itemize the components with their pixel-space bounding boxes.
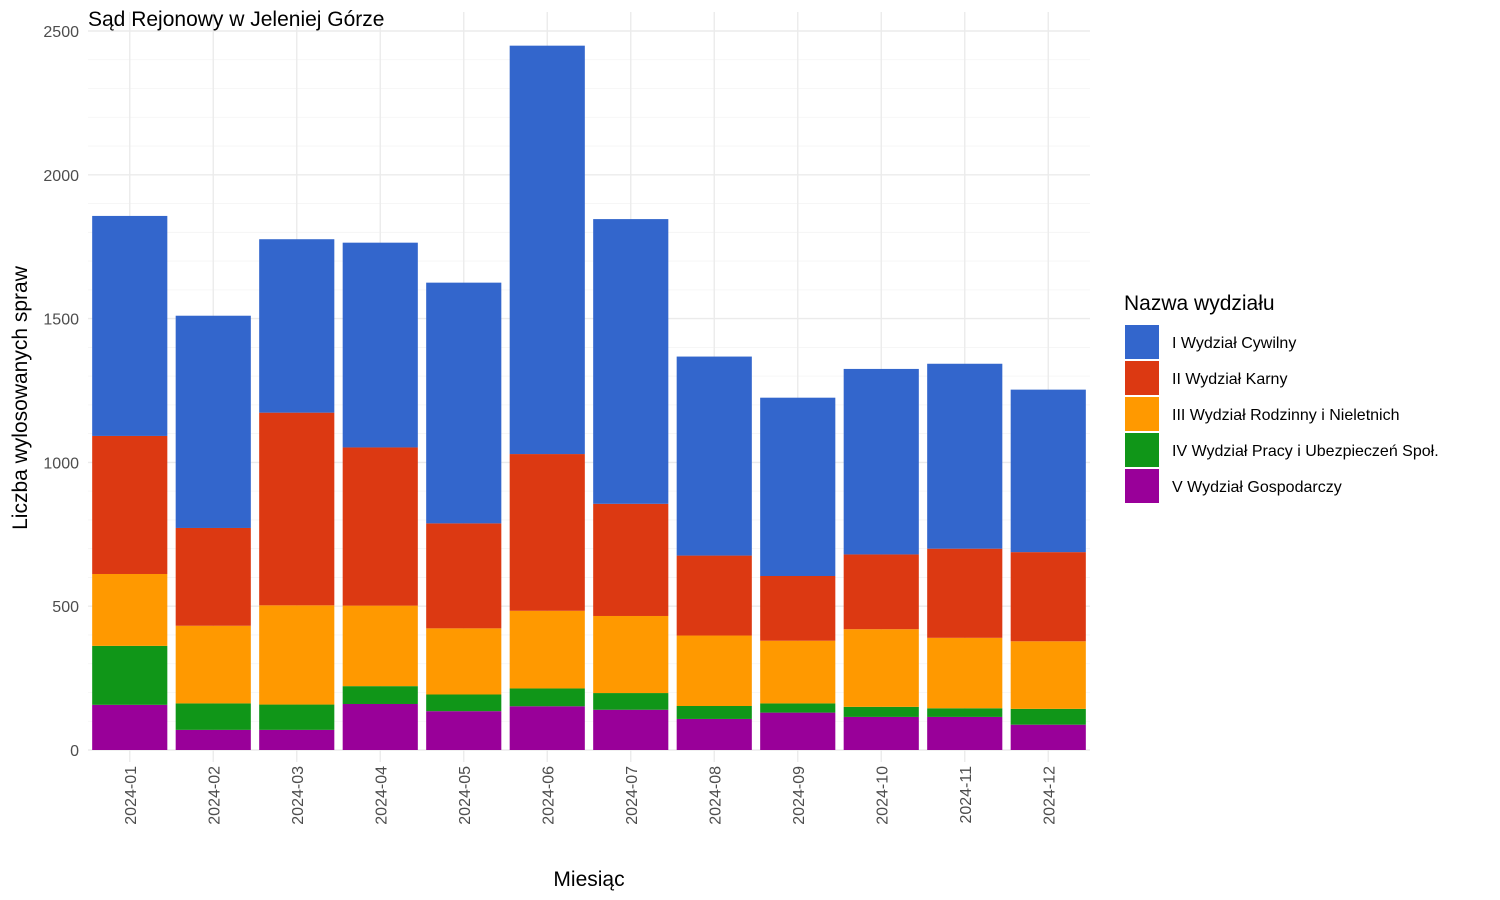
bar-segment (509, 706, 585, 750)
bar-segment (175, 527, 251, 626)
legend-label: I Wydział Cywilny (1172, 335, 1296, 352)
y-tick-label: 2500 (43, 24, 79, 41)
chart-title: Sąd Rejonowy w Jeleniej Górze (88, 8, 384, 31)
bar-segment (175, 315, 251, 528)
bar-segment (760, 397, 836, 577)
x-tick-label: 2024-07 (624, 766, 641, 825)
bar-segment (1010, 641, 1086, 709)
bar-segment (1010, 724, 1086, 750)
bar-segment (1010, 552, 1086, 642)
legend-swatch (1125, 361, 1159, 395)
bar-segment (593, 615, 669, 694)
bar-segment (342, 605, 418, 687)
x-tick-label: 2024-09 (791, 766, 808, 825)
x-axis-ticks: 2024-01 2024-02 2024-03 2024-04 2024-05 2024-… (123, 766, 1059, 825)
bar-segment (509, 688, 585, 707)
bar-segment (927, 708, 1003, 717)
y-tick-label: 500 (52, 599, 79, 616)
bar-segment (259, 605, 335, 705)
legend-label: III Wydział Rodzinny i Nieletnich (1172, 407, 1400, 424)
x-tick-label: 2024-11 (958, 766, 975, 824)
bar-segment (593, 709, 669, 750)
x-tick-label: 2024-04 (373, 766, 390, 825)
bar-segment (342, 447, 418, 606)
legend-label: V Wydział Gospodarczy (1172, 479, 1342, 496)
bar-segment (259, 239, 335, 413)
bar-segment (342, 686, 418, 704)
legend-items: I Wydział Cywilny II Wydział Karny III Wyd… (1125, 325, 1439, 503)
legend-label: II Wydział Karny (1172, 371, 1287, 388)
bar-segment (593, 219, 669, 504)
bar-segment (760, 576, 836, 641)
y-tick-label: 0 (70, 743, 79, 760)
bar-segment (509, 454, 585, 611)
y-axis-ticks: 0 500 1000 1500 2000 2500 (43, 24, 79, 760)
bar-segment (175, 703, 251, 730)
bar-segment (509, 45, 585, 455)
y-axis-title: Liczba wylosowanych spraw (9, 265, 32, 530)
bar-segment (1010, 708, 1086, 725)
bar-segment (676, 635, 752, 706)
legend-swatch (1125, 469, 1159, 503)
x-tick-label: 2024-08 (707, 766, 724, 825)
bar-segment (342, 703, 418, 750)
bar-segment (927, 716, 1003, 750)
bar-segment (927, 637, 1003, 709)
bar-segment (426, 523, 502, 629)
bar-segment (259, 729, 335, 750)
bar-segment (843, 716, 919, 750)
legend-swatch (1125, 433, 1159, 467)
bar-segment (593, 503, 669, 616)
y-tick-label: 1000 (43, 455, 79, 472)
bar-segment (426, 628, 502, 695)
x-axis-title: Miesiąc (553, 868, 624, 891)
bar-segment (342, 242, 418, 448)
bar-segment (676, 356, 752, 556)
bar-segment (92, 215, 168, 436)
bar-segment (426, 282, 502, 524)
x-tick-label: 2024-05 (457, 766, 474, 825)
bar-segment (843, 706, 919, 717)
legend-title: Nazwa wydziału (1124, 292, 1275, 315)
bar-segment (1010, 389, 1086, 553)
bar-segment (426, 694, 502, 712)
bar-segment (760, 640, 836, 704)
x-tick-label: 2024-06 (540, 766, 557, 825)
x-tick-label: 2024-01 (123, 766, 140, 825)
bar-segment (927, 363, 1003, 549)
bar-segment (593, 693, 669, 710)
bar-segment (92, 704, 168, 750)
bar-segment (259, 412, 335, 606)
bar-segment (927, 548, 1003, 638)
bar-segment (92, 435, 168, 574)
x-tick-label: 2024-10 (874, 766, 891, 825)
bar-segment (843, 629, 919, 707)
bar-segment (676, 555, 752, 636)
bar-segment (843, 554, 919, 630)
x-tick-label: 2024-12 (1041, 766, 1058, 825)
legend-swatch (1125, 397, 1159, 431)
y-tick-label: 1500 (43, 312, 79, 329)
bar-segment (509, 610, 585, 689)
bar-segment (760, 703, 836, 713)
bar-segment (843, 368, 919, 555)
legend-label: IV Wydział Pracy i Ubezpieczeń Społ. (1172, 443, 1439, 460)
bar-segment (259, 704, 335, 730)
bar-segment (175, 625, 251, 704)
bar-segment (760, 712, 836, 750)
bar-segment (676, 705, 752, 719)
bar-segment (426, 711, 502, 750)
legend-swatch (1125, 325, 1159, 359)
bar-segment (676, 718, 752, 750)
x-tick-label: 2024-02 (206, 766, 223, 825)
x-tick-label: 2024-03 (290, 766, 307, 825)
y-tick-label: 2000 (43, 168, 79, 185)
bars (92, 45, 1086, 750)
bar-segment (92, 573, 168, 646)
legend: Nazwa wydziału I Wydział Cywilny II Wydzi… (1124, 292, 1439, 503)
bar-segment (92, 645, 168, 705)
bar-segment (175, 729, 251, 750)
